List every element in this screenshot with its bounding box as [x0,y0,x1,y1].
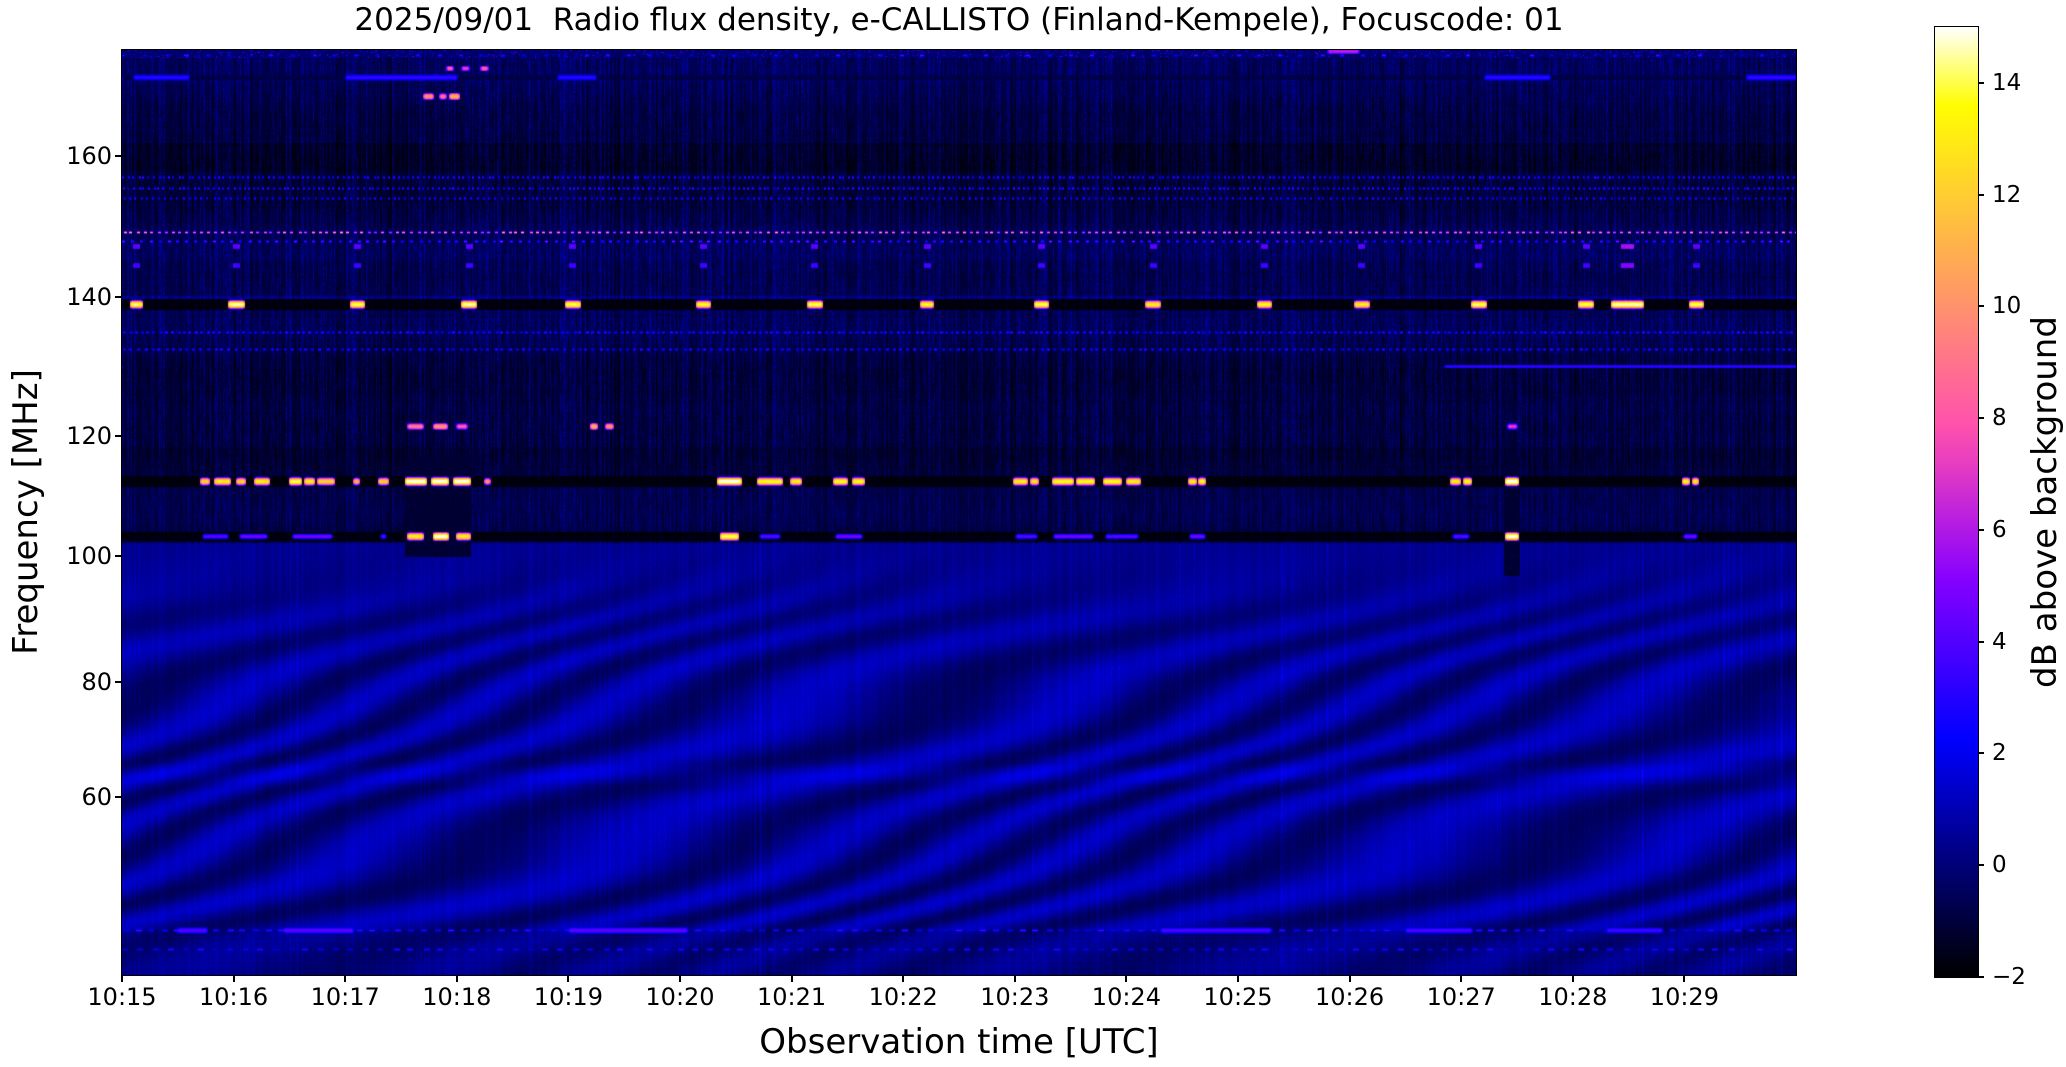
colorbar-tick: 0 [1992,852,2007,879]
colorbar-tickmark [1978,864,1984,867]
x-tickmark [790,975,793,982]
colorbar-tick: 8 [1992,405,2007,432]
y-axis-label: Frequency [MHz] [6,369,46,655]
x-tickmark [344,975,347,982]
x-tick: 10:22 [868,983,938,1011]
colorbar-tick: 6 [1992,516,2007,543]
spectrogram-canvas [121,49,1796,975]
y-tick: 60 [81,783,112,812]
x-tick: 10:28 [1538,983,1608,1011]
x-tick: 10:29 [1649,983,1719,1011]
x-tickmark [1571,975,1574,982]
y-tickmark [115,435,122,437]
x-tick: 10:19 [533,983,603,1011]
x-tickmark [455,975,458,982]
x-tickmark [902,975,905,982]
x-tickmark [1125,975,1128,982]
colorbar-tickmark [1978,752,1984,755]
x-tick: 10:23 [980,983,1050,1011]
y-tick: 100 [66,541,112,570]
x-tick: 10:17 [310,983,380,1011]
colorbar-tick: 12 [1992,181,2022,208]
colorbar [1933,25,1979,978]
y-tick: 160 [66,142,112,170]
chart-title: 2025/09/01 Radio flux density, e-CALLIST… [354,2,1564,38]
x-axis-label: Observation time [UTC] [759,1022,1159,1062]
x-tickmark [1013,975,1016,982]
colorbar-tick: 10 [1992,293,2022,320]
colorbar-tick: −2 [1992,964,2026,990]
colorbar-tickmark [1978,976,1984,978]
colorbar-tick: 4 [1992,628,2007,655]
y-tickmark [115,155,122,157]
colorbar-tickmark [1978,528,1984,531]
x-tick: 10:15 [87,983,157,1011]
x-tickmark [567,975,570,982]
x-tick: 10:27 [1426,983,1496,1011]
colorbar-tick: 14 [1992,69,2022,96]
x-tickmark [1237,975,1239,982]
y-tick: 120 [66,422,112,450]
colorbar-tickmark [1978,305,1984,308]
colorbar-tickmark [1978,193,1984,196]
colorbar-tickmark [1978,417,1984,420]
x-tick: 10:24 [1091,983,1161,1011]
y-tick: 140 [66,282,112,311]
x-tick: 10:20 [645,983,715,1011]
x-tick: 10:18 [422,983,492,1011]
colorbar-tickmark [1978,640,1984,643]
y-tickmark [115,554,122,557]
y-tickmark [115,680,122,683]
x-tickmark [1460,975,1463,982]
x-tickmark [121,975,123,982]
x-tickmark [1348,975,1351,982]
colorbar-label: dB above background [2025,316,2065,688]
x-tick: 10:16 [199,983,269,1011]
y-tick: 80 [81,667,112,696]
x-tick: 10:25 [1203,983,1273,1011]
x-tick: 10:21 [757,983,827,1011]
x-tickmark [679,975,681,982]
colorbar-tickmark [1978,81,1984,84]
spectrogram-plot [120,48,1797,976]
colorbar-tick: 2 [1992,740,2007,767]
x-tickmark [1683,975,1686,982]
x-tick: 10:26 [1315,983,1385,1011]
y-tickmark [115,295,122,298]
y-tickmark [115,796,122,799]
x-tickmark [232,975,235,982]
